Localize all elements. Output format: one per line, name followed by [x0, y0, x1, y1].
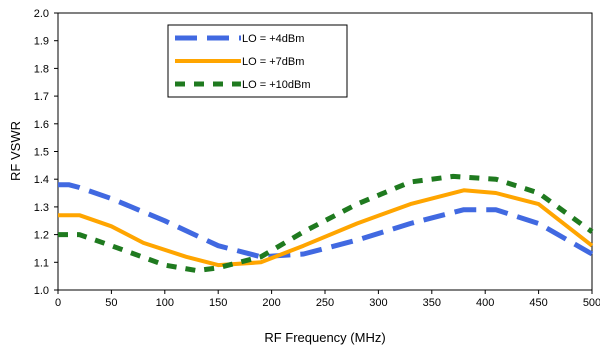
x-tick-label: 100: [156, 297, 174, 309]
y-tick-label: 1.0: [34, 285, 49, 297]
legend-label-lo-10dbm: LO = +10dBm: [242, 79, 311, 91]
x-axis-title: RF Frequency (MHz): [264, 330, 385, 345]
y-tick-label: 2.0: [34, 8, 49, 20]
series-layer: [58, 173, 594, 274]
y-tick-label: 1.4: [34, 174, 49, 186]
x-tick-label: 150: [209, 297, 227, 309]
x-tick-label: 500: [583, 297, 600, 309]
x-tick-label: 200: [262, 297, 280, 309]
legend: LO = +4dBm LO = +7dBm LO = +10dBm: [167, 24, 348, 98]
y-tick-label: 1.2: [34, 230, 49, 242]
y-tick-label: 1.8: [34, 63, 49, 75]
y-tick-label: 1.3: [34, 202, 49, 214]
legend-label-lo-7dbm: LO = +7dBm: [242, 56, 304, 68]
x-tick-label: 400: [476, 297, 494, 309]
y-tick-label: 1.1: [34, 257, 49, 269]
x-tick-label: 50: [105, 297, 117, 309]
y-axis: 1.0 1.1 1.2 1.3 1.4 1.5 1.6 1.7 1.8 1.9 2.0: [34, 8, 58, 297]
legend-label-lo-4dbm: LO = +4dBm: [242, 33, 304, 45]
y-tick-label: 1.6: [34, 119, 49, 131]
x-axis: 0 50 100 150 200 250 300 350 400 450 500: [55, 290, 600, 309]
y-tick-label: 1.9: [34, 36, 49, 48]
x-tick-label: 450: [529, 297, 547, 309]
x-tick-label: 0: [55, 297, 61, 309]
x-tick-label: 350: [423, 297, 441, 309]
x-tick-label: 300: [369, 297, 387, 309]
y-axis-title: RF VSWR: [8, 121, 23, 181]
x-tick-label: 250: [316, 297, 334, 309]
series-line-1: [58, 188, 594, 268]
y-tick-label: 1.7: [34, 91, 49, 103]
series-line-2: [58, 173, 594, 274]
y-tick-label: 1.5: [34, 147, 49, 159]
